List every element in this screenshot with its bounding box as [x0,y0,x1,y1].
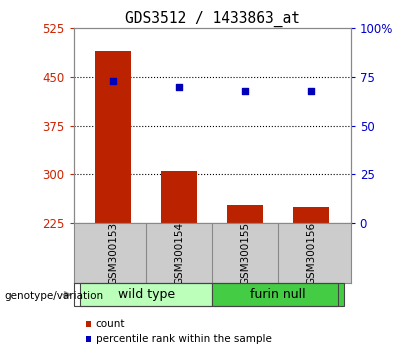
Bar [227,205,263,223]
Text: wild type: wild type [118,288,175,301]
Title: GDS3512 / 1433863_at: GDS3512 / 1433863_at [125,11,299,27]
Text: genotype/variation: genotype/variation [4,291,103,301]
Text: GSM300156: GSM300156 [306,222,316,285]
Text: count: count [96,319,125,329]
Bar [293,207,329,223]
Text: GSM300155: GSM300155 [240,222,250,285]
Point [176,84,182,90]
Text: percentile rank within the sample: percentile rank within the sample [96,334,271,344]
Bar [212,283,344,306]
Bar [161,171,197,223]
Point [308,88,315,93]
Text: furin null: furin null [250,288,306,301]
Bar [95,51,131,223]
Point [110,78,116,84]
Bar [80,283,212,306]
Text: GSM300153: GSM300153 [108,222,118,285]
Point [242,88,249,93]
Text: GSM300154: GSM300154 [174,222,184,285]
